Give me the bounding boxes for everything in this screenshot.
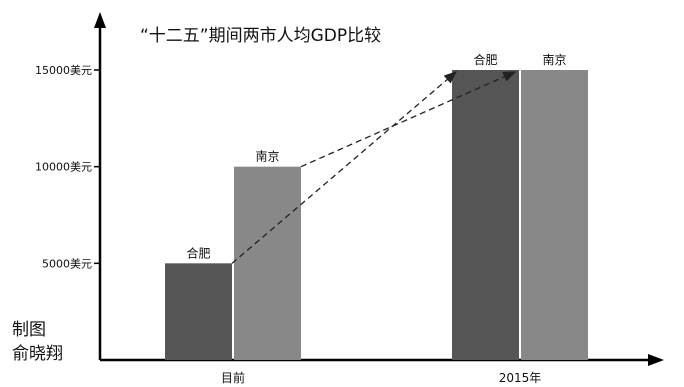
y-axis-arrow	[94, 12, 106, 28]
credit-line-1: 制图	[12, 320, 46, 340]
credit: 制图 俞晓翔	[12, 318, 63, 366]
bar-label: 南京	[255, 149, 279, 164]
bar	[165, 263, 232, 360]
trend-arrow	[300, 71, 517, 168]
bar-label: 南京	[542, 52, 566, 67]
y-tick-label: 15000美元	[35, 64, 92, 77]
credit-line-2: 俞晓翔	[12, 344, 63, 364]
bar	[521, 70, 588, 360]
bar	[452, 70, 519, 360]
x-tick-label: 2015年	[499, 371, 542, 385]
bar-label: 合肥	[473, 52, 497, 67]
trend-arrow	[231, 71, 457, 264]
y-ticks: 5000美元 10000美元 15000美元	[35, 64, 100, 270]
chart-title: “十二五”期间两市人均GDP比较	[140, 26, 381, 46]
bar	[234, 166, 301, 360]
y-tick-label: 5000美元	[42, 257, 92, 270]
trend-arrows	[231, 71, 517, 264]
bars	[165, 70, 588, 360]
x-tick-labels: 目前 2015年	[221, 370, 541, 385]
y-tick-label: 10000美元	[35, 161, 92, 174]
bar-label: 合肥	[186, 245, 210, 260]
x-axis-arrow	[648, 354, 664, 366]
x-tick-label: 目前	[221, 370, 245, 385]
